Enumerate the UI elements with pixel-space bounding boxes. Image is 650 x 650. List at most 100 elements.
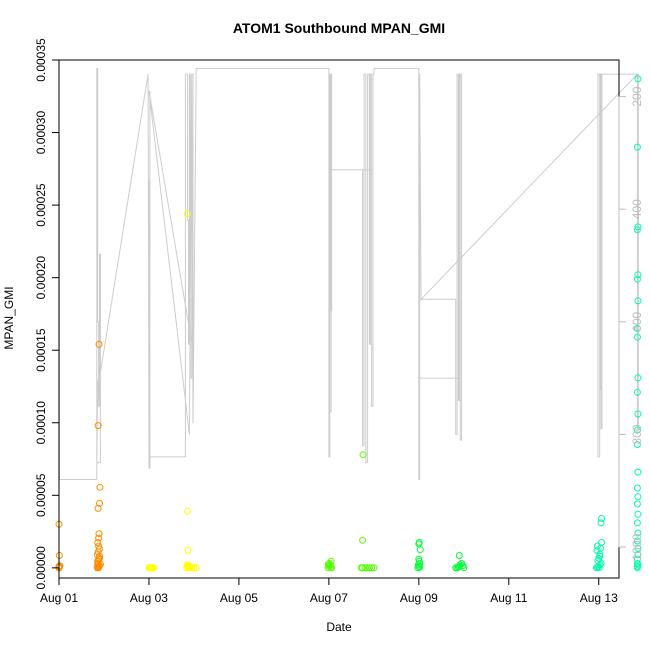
data-point — [633, 143, 641, 151]
data-point — [365, 564, 373, 572]
x-tick-label: Aug 11 — [490, 591, 527, 605]
data-point — [598, 539, 605, 546]
data-point — [94, 504, 102, 512]
data-point — [633, 324, 641, 332]
data-point — [96, 545, 103, 553]
data-point — [327, 557, 335, 565]
data-point — [325, 560, 333, 567]
data-point — [94, 422, 102, 430]
y2-tick-label: 400 — [630, 199, 644, 219]
y-tick-label: 0.00010 — [34, 401, 48, 445]
data-point — [359, 451, 367, 459]
y2-tick-label: 800 — [630, 424, 644, 444]
data-point — [634, 544, 642, 552]
data-point — [634, 493, 642, 501]
altitude-trace-layer — [58, 67, 640, 480]
data-point — [593, 546, 601, 554]
data-point — [634, 410, 642, 418]
data-point — [633, 388, 641, 396]
x-tick-label: Aug 03 — [130, 591, 168, 605]
data-point — [192, 564, 200, 572]
data-point — [634, 468, 642, 476]
y-tick-label: 0.00015 — [34, 328, 48, 372]
y-axis-label: MPAN_GMI — [2, 286, 16, 349]
data-point — [185, 564, 192, 572]
data-point — [95, 564, 103, 572]
y2-axis: 200 400 600 800 1000 — [618, 86, 644, 560]
data-point — [633, 441, 641, 448]
data-point — [96, 499, 103, 507]
data-point — [185, 562, 193, 570]
altitude-trace-line — [58, 67, 640, 480]
y2-tick-label: 200 — [630, 86, 644, 106]
data-point — [183, 210, 191, 218]
data-point — [597, 519, 605, 527]
data-point — [634, 529, 642, 537]
data-point — [596, 561, 604, 569]
data-point — [633, 537, 641, 545]
data-point — [634, 271, 642, 279]
data-point — [593, 542, 601, 550]
y2-tick-label: 1000 — [630, 533, 644, 560]
data-point — [460, 564, 468, 572]
y-tick-label: 0.00030 — [34, 111, 48, 155]
plot-box — [58, 59, 620, 579]
data-point — [633, 555, 641, 563]
y-tick-label: 0.00035 — [34, 38, 48, 82]
data-point — [633, 275, 641, 283]
data-point — [359, 564, 367, 572]
y2-tick-label: 600 — [630, 311, 644, 331]
data-point — [95, 530, 103, 538]
x-tick-label: Aug 07 — [310, 591, 348, 605]
data-point — [596, 552, 604, 560]
data-point — [634, 297, 642, 305]
data-point — [96, 554, 103, 562]
data-point — [633, 560, 641, 567]
data-point — [633, 500, 641, 508]
data-point — [95, 340, 103, 348]
data-point — [94, 561, 102, 569]
data-point — [633, 519, 641, 527]
x-axis-label: Date — [326, 620, 352, 634]
data-point — [598, 515, 605, 522]
y-tick-label: 0.00005 — [34, 473, 48, 517]
data-point — [184, 507, 192, 515]
data-point — [634, 510, 642, 518]
data-point — [93, 551, 101, 559]
data-point — [95, 534, 103, 542]
data-point — [634, 374, 642, 382]
data-point — [633, 426, 641, 434]
data-point — [363, 564, 371, 572]
data-point — [633, 484, 641, 492]
chart-title: ATOM1 Southbound MPAN_GMI — [233, 20, 445, 36]
x-tick-label: Aug 01 — [40, 591, 78, 605]
data-point — [634, 75, 642, 83]
data-point — [414, 561, 422, 569]
data-point — [368, 564, 376, 572]
data-point — [455, 552, 463, 559]
y-tick-label: 0.00000 — [34, 546, 48, 590]
data-point — [361, 564, 369, 572]
y-tick-label: 0.00020 — [34, 256, 48, 300]
data-point — [359, 536, 367, 544]
data-point — [370, 564, 378, 572]
data-point — [633, 226, 641, 234]
data-point — [150, 564, 157, 572]
data-point — [184, 546, 192, 554]
data-point — [190, 564, 198, 572]
x-tick-label: Aug 09 — [400, 591, 438, 605]
x-tick-label: Aug 13 — [580, 591, 618, 605]
data-point — [633, 333, 641, 341]
points-layer — [55, 75, 642, 572]
data-point — [416, 560, 424, 567]
x-tick-label: Aug 05 — [220, 591, 258, 605]
data-point — [94, 539, 102, 546]
data-point — [95, 542, 103, 550]
y-axis: 0.00000 0.00005 0.00010 0.00015 0.00020 0.000… — [34, 38, 60, 590]
x-axis: Aug 01 Aug 03 Aug 05 Aug 07 Aug 09 Aug 11 Aug … — [40, 577, 618, 605]
data-point — [184, 561, 192, 569]
y-tick-label: 0.00025 — [34, 183, 48, 227]
data-point — [634, 223, 642, 231]
data-point — [416, 546, 424, 554]
